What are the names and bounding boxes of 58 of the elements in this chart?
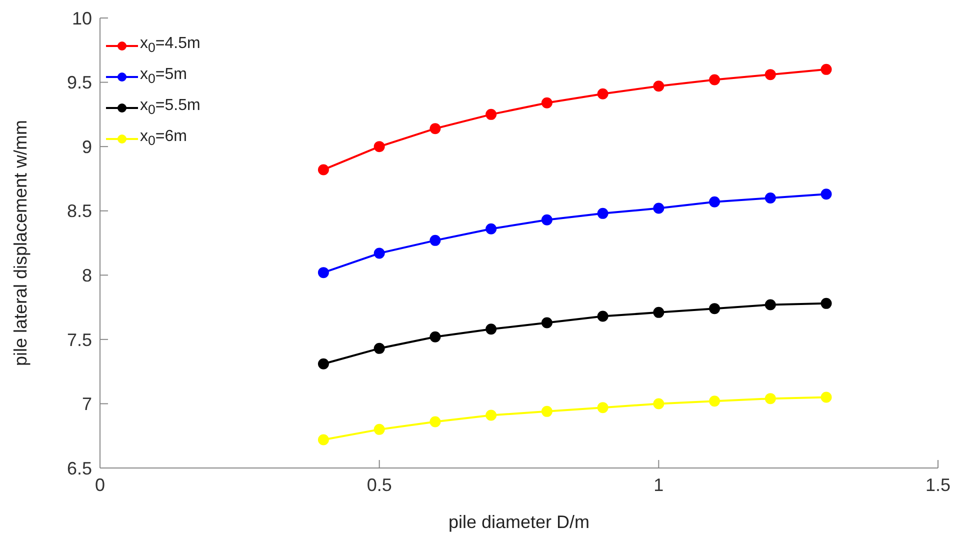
point bbox=[486, 410, 497, 421]
point bbox=[318, 267, 329, 278]
point bbox=[430, 234, 441, 246]
point bbox=[486, 324, 497, 335]
point bbox=[374, 248, 385, 259]
legend-label: x$_{0}$=5m bbox=[140, 66, 187, 87]
y-tick-label: 7 bbox=[82, 394, 92, 414]
point bbox=[653, 80, 664, 92]
point bbox=[374, 424, 385, 435]
y-tick-label: 9.5 bbox=[66, 72, 92, 93]
point bbox=[374, 141, 385, 152]
point bbox=[764, 299, 776, 310]
point bbox=[653, 202, 664, 214]
point bbox=[764, 192, 776, 204]
y-tick-label: 7.5 bbox=[66, 330, 92, 350]
legend-label: x$_{0}$=4.5m bbox=[140, 35, 200, 56]
point bbox=[764, 393, 776, 404]
y-tick-label: 8 bbox=[82, 266, 92, 286]
point bbox=[820, 64, 832, 75]
y-tick-label: 8.5 bbox=[66, 201, 92, 222]
point bbox=[653, 306, 664, 318]
point bbox=[597, 310, 608, 322]
point bbox=[709, 196, 720, 208]
point bbox=[820, 392, 832, 403]
point bbox=[486, 108, 497, 120]
point bbox=[820, 188, 832, 200]
point bbox=[541, 317, 552, 328]
point bbox=[318, 358, 329, 370]
point bbox=[430, 416, 441, 428]
legend-label: x$_{0}$=6m bbox=[140, 128, 187, 149]
point bbox=[597, 402, 608, 414]
point bbox=[820, 298, 832, 309]
point bbox=[486, 223, 497, 234]
point bbox=[541, 97, 552, 108]
y-tick-label: 10 bbox=[72, 8, 92, 28]
x-axis-title: pile diameter D/m bbox=[448, 512, 590, 532]
x-tick-label: 0 bbox=[94, 474, 106, 495]
point bbox=[430, 331, 441, 342]
point bbox=[318, 164, 329, 176]
x-tick-label: 1.5 bbox=[925, 474, 951, 495]
x-tick-label: 1 bbox=[654, 474, 664, 495]
point bbox=[541, 406, 552, 417]
point bbox=[430, 123, 441, 134]
point bbox=[541, 214, 552, 226]
x-tick-label: 0.5 bbox=[366, 474, 392, 495]
point bbox=[709, 74, 720, 86]
y-axis-title: pile lateral displacement w/mm bbox=[10, 120, 30, 366]
point bbox=[709, 303, 720, 314]
y-tick-label: 6.5 bbox=[66, 458, 92, 478]
point bbox=[597, 208, 608, 219]
point bbox=[653, 398, 664, 410]
point bbox=[709, 396, 720, 407]
y-tick-label: 9 bbox=[82, 136, 92, 157]
point bbox=[597, 88, 608, 100]
point bbox=[374, 342, 385, 354]
point bbox=[764, 69, 776, 80]
legend-label: x$_{0}$=5.5m bbox=[140, 97, 200, 118]
point bbox=[318, 434, 329, 446]
